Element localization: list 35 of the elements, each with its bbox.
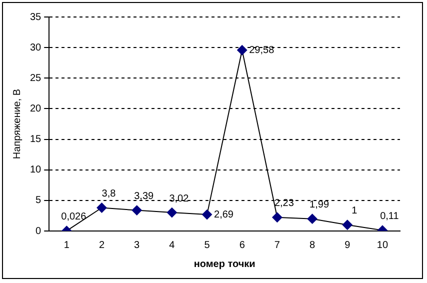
- x-tick-label: 10: [376, 240, 388, 251]
- data-label: 3,39: [134, 191, 154, 202]
- y-tick-label: 5: [36, 195, 42, 206]
- data-label: 1,99: [310, 200, 330, 211]
- point: [237, 45, 248, 56]
- y-tick-label: 25: [30, 72, 42, 84]
- x-tick-label: 9: [344, 240, 351, 251]
- x-tick-label: 7: [274, 240, 280, 251]
- y-axis-title: Напряжение, В: [12, 88, 23, 160]
- x-tick-label: 4: [169, 240, 176, 251]
- data-label: 3,8: [102, 188, 116, 200]
- y-tick-label: 35: [30, 12, 42, 23]
- y-tick-label: 15: [30, 134, 42, 146]
- y-tick-label: 0: [36, 226, 42, 237]
- y-tick-label: 10: [30, 164, 42, 176]
- point: [272, 212, 282, 222]
- point: [342, 220, 352, 230]
- y-tick-label: 30: [30, 42, 42, 54]
- point: [202, 210, 212, 220]
- data-label: 0,11: [380, 211, 400, 222]
- y-tick-label: 20: [30, 103, 42, 114]
- point: [132, 205, 142, 216]
- x-tick-label: 1: [64, 240, 70, 251]
- x-tick-label: 5: [204, 240, 210, 251]
- x-tick-label: 3: [134, 240, 140, 251]
- x-tick-label: 2: [98, 240, 105, 251]
- x-tick-label: 6: [239, 240, 246, 251]
- point: [96, 202, 107, 213]
- point: [166, 208, 177, 218]
- point: [307, 214, 318, 224]
- x-tick-label: 8: [310, 240, 316, 251]
- data-label: 0,026: [61, 212, 87, 223]
- x-axis-title: номер точки: [194, 258, 256, 270]
- data-label: 1: [352, 206, 358, 217]
- data-label: 2,69: [214, 209, 234, 220]
